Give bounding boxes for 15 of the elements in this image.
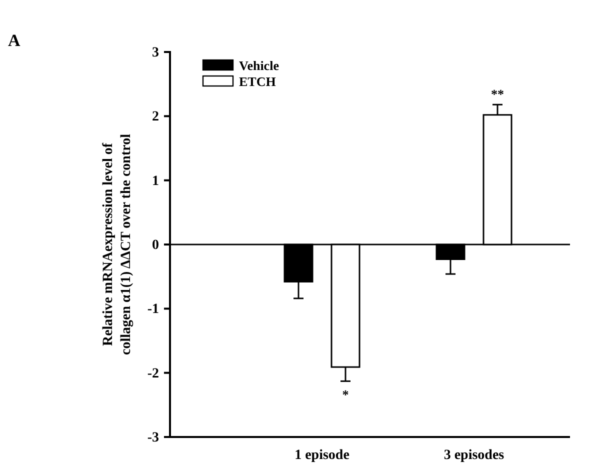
x-tick-label: 1 episode [294, 448, 350, 463]
y-axis-title: Relative mRNAexpression level of collagen α1(1) ΔΔCT over the control [101, 134, 134, 355]
annotation: * [342, 387, 349, 402]
annotation: ** [491, 86, 504, 102]
y-tick-label: 1 [152, 174, 159, 189]
legend-label: Vehicle [239, 58, 280, 73]
y-tick-label: -1 [147, 302, 159, 318]
y-tick-label: 2 [152, 110, 159, 125]
y-tick-label: 0 [152, 238, 159, 253]
y-tick-label: -3 [147, 430, 159, 446]
y-tick-label: 3 [152, 45, 159, 60]
text: A [8, 31, 21, 50]
legend-label: ETCH [239, 74, 276, 89]
x-tick-label: 3 episodes [444, 448, 505, 463]
y-tick-label: -2 [147, 366, 159, 382]
